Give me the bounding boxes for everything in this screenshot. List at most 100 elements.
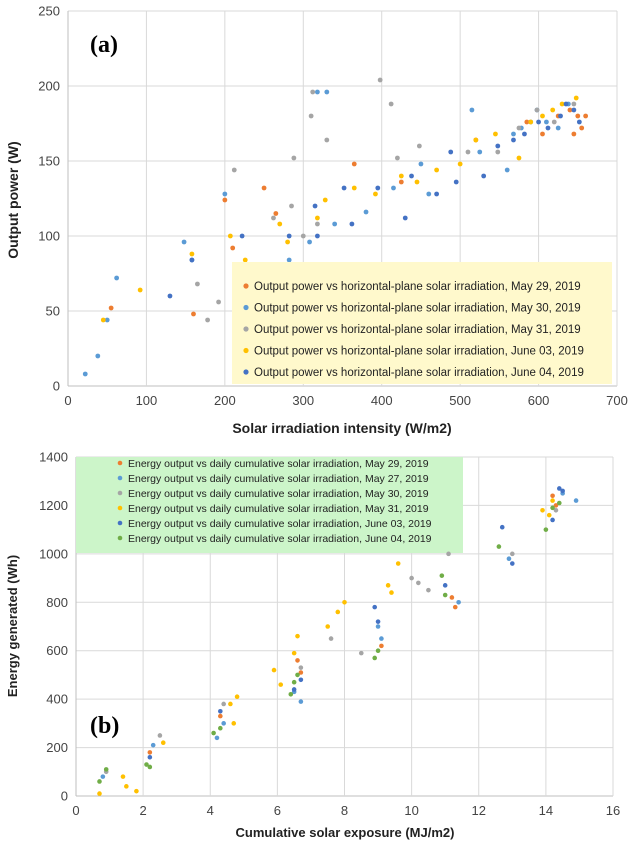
chart-b-point bbox=[298, 699, 304, 704]
chart-b-y-tick-label: 800 bbox=[46, 595, 68, 610]
chart-b-point bbox=[553, 503, 559, 508]
chart-b-legend-marker bbox=[117, 535, 123, 541]
chart-a-x-tick-label: 600 bbox=[528, 393, 550, 408]
chart-b-point bbox=[298, 670, 304, 675]
chart-b-point bbox=[496, 544, 502, 549]
chart-a-point bbox=[453, 179, 459, 185]
chart-a-point bbox=[398, 173, 404, 179]
chart-b-point bbox=[100, 774, 106, 779]
chart-a-legend-entry: Output power vs horizontal-plane solar i… bbox=[254, 367, 584, 379]
chart-a-point bbox=[558, 113, 563, 119]
chart-b-point bbox=[442, 592, 448, 598]
chart-b-point bbox=[291, 687, 297, 692]
chart-a-point bbox=[524, 119, 530, 125]
chart-b-point bbox=[358, 650, 364, 656]
chart-a-point bbox=[227, 233, 233, 239]
chart-b-legend-entry: Energy output vs daily cumulative solar … bbox=[128, 488, 429, 500]
chart-a-point bbox=[536, 119, 541, 125]
chart-b-point bbox=[157, 733, 163, 738]
chart-a-point bbox=[195, 281, 200, 287]
chart-a-point bbox=[205, 317, 211, 323]
chart-a-point bbox=[307, 239, 312, 245]
chart-a-point bbox=[571, 101, 577, 107]
chart-b-point bbox=[372, 655, 378, 661]
chart-a-legend-marker bbox=[243, 347, 249, 354]
chart-b-point bbox=[506, 556, 512, 561]
chart-b-x-tick-labels: 0 2 4 6 8 10 12 14 16 bbox=[72, 803, 620, 818]
chart-a-point bbox=[114, 275, 120, 281]
chart-b: 0 2 4 6 8 10 12 14 16 0200400600800100012001400 … bbox=[5, 450, 620, 841]
chart-a-panel-label: (a) bbox=[90, 32, 118, 58]
chart-a-point bbox=[465, 149, 471, 155]
chart-a-point bbox=[216, 299, 221, 305]
chart-a-point bbox=[351, 161, 357, 167]
chart-b-panel-label: (b) bbox=[90, 713, 119, 739]
chart-a-point bbox=[555, 125, 561, 131]
chart-a-point bbox=[575, 113, 581, 119]
chart-b-legend: Energy output vs daily cumulative solar … bbox=[117, 458, 432, 545]
chart-b-point bbox=[221, 721, 226, 726]
chart-a-legend-box bbox=[232, 262, 612, 384]
chart-b-point bbox=[439, 573, 445, 578]
chart-b-point bbox=[550, 493, 555, 499]
chart-b-y-tick-label: 0 bbox=[61, 789, 68, 804]
chart-b-point bbox=[342, 599, 347, 605]
chart-a-point bbox=[286, 257, 292, 263]
chart-a-point bbox=[579, 125, 585, 131]
chart-a-point bbox=[395, 155, 400, 161]
chart-b-point bbox=[573, 498, 579, 503]
chart-b-point bbox=[557, 500, 562, 506]
chart-b-point bbox=[426, 587, 431, 593]
chart-a-point bbox=[457, 161, 463, 167]
chart-b-point bbox=[452, 604, 458, 610]
chart-b-point bbox=[214, 735, 220, 741]
chart-a-point bbox=[573, 95, 579, 101]
chart-b-y-tick-label: 200 bbox=[46, 740, 68, 755]
chart-b-point bbox=[147, 750, 153, 755]
chart-b-x-tick-label: 16 bbox=[606, 803, 620, 818]
chart-a-point bbox=[434, 167, 440, 173]
chart-a-point bbox=[522, 131, 527, 137]
chart-a-x-tick-label: 100 bbox=[136, 393, 158, 408]
chart-a-series-4 bbox=[167, 101, 582, 299]
chart-b-point bbox=[97, 791, 102, 796]
chart-a-point bbox=[108, 305, 114, 311]
chart-a-point bbox=[511, 137, 516, 143]
chart-a-point bbox=[315, 221, 320, 227]
chart-a-point bbox=[315, 89, 320, 95]
chart-a-point bbox=[567, 107, 573, 113]
chart-a-point bbox=[312, 203, 318, 209]
chart-b-series-2 bbox=[103, 507, 559, 775]
chart-b-point bbox=[389, 590, 394, 595]
chart-b-point bbox=[228, 701, 233, 707]
chart-a-point bbox=[191, 311, 196, 317]
chart-b-points bbox=[97, 486, 579, 796]
chart-a-point bbox=[550, 107, 556, 113]
chart-b-point bbox=[291, 679, 297, 685]
chart-a-y-tick-label: 250 bbox=[38, 4, 60, 19]
chart-b-x-axis-title: Cumulative solar exposure (MJ/m2) bbox=[236, 825, 455, 840]
chart-a-series-3 bbox=[100, 95, 579, 323]
chart-a-legend-entry: Output power vs horizontal-plane solar i… bbox=[254, 346, 584, 358]
chart-a-point bbox=[363, 209, 369, 215]
chart-a-point bbox=[409, 173, 414, 179]
chart-a-point bbox=[571, 107, 577, 113]
chart-a-point bbox=[434, 191, 440, 197]
chart-a-legend-marker bbox=[243, 304, 249, 311]
chart-a-point bbox=[495, 143, 501, 149]
chart-b-point bbox=[540, 507, 545, 513]
chart-a-point bbox=[310, 89, 316, 95]
chart-a-point bbox=[375, 185, 381, 191]
chart-b-point bbox=[375, 624, 381, 629]
chart-b-point bbox=[124, 784, 129, 789]
chart-b-point bbox=[295, 658, 300, 663]
chart-a-x-tick-label: 0 bbox=[64, 393, 71, 408]
chart-a-point bbox=[271, 215, 276, 221]
chart-b-x-tick-label: 0 bbox=[72, 803, 79, 818]
chart-a-point bbox=[351, 185, 357, 191]
chart-b-point bbox=[379, 636, 384, 641]
chart-a-point bbox=[426, 191, 432, 197]
chart-a-point bbox=[571, 131, 577, 137]
chart-b-x-tick-label: 6 bbox=[274, 803, 281, 818]
